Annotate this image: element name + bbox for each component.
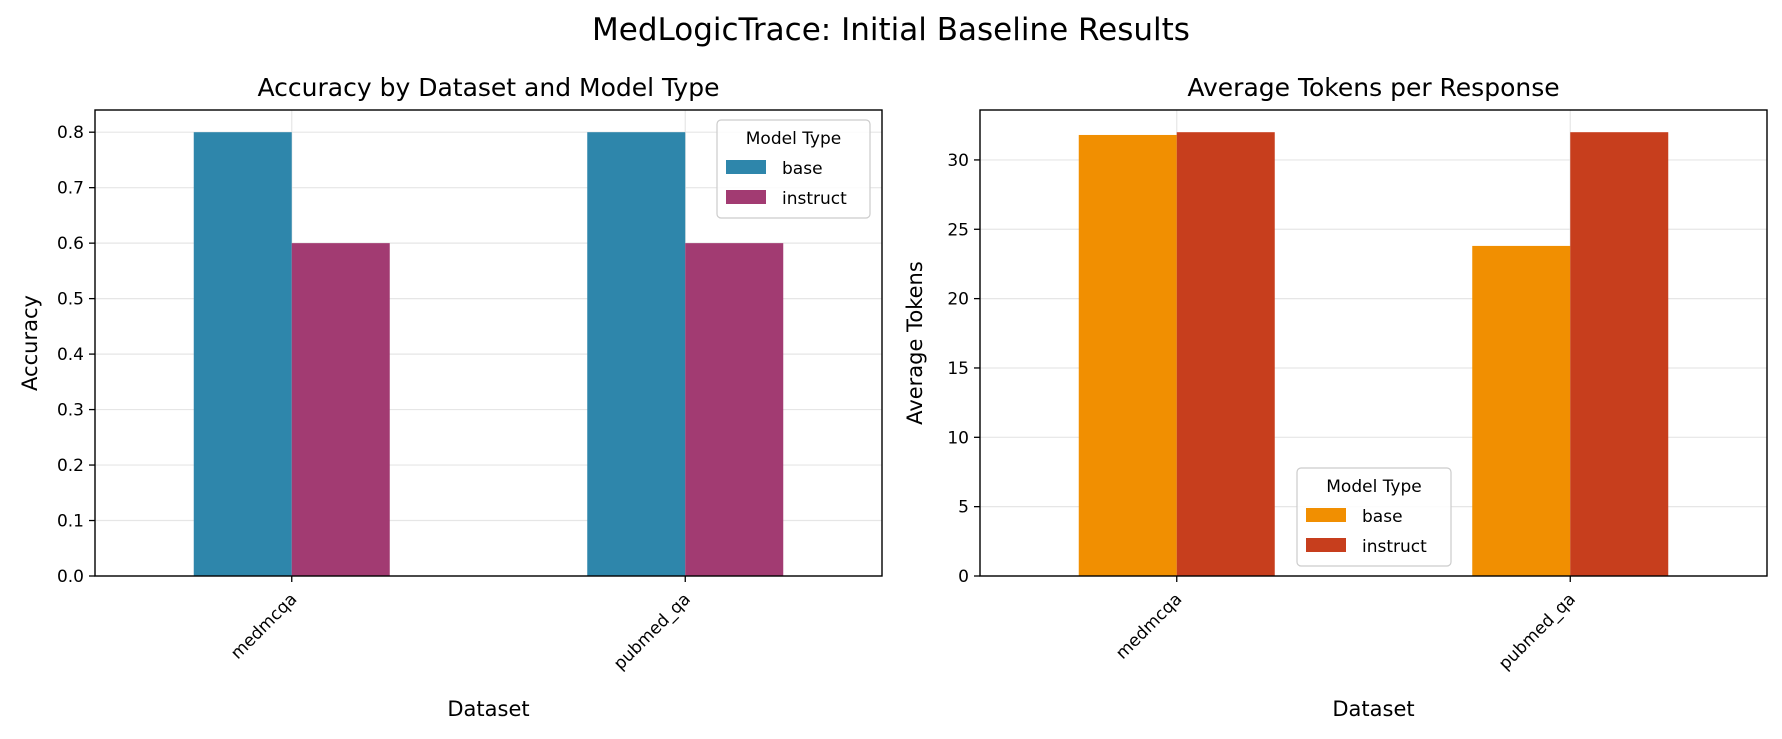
legend-title: Model Type [746, 129, 842, 149]
legend-title: Model Type [1326, 477, 1422, 497]
legend-swatch-base [726, 160, 766, 174]
legend: Model Type base instruct [1296, 467, 1452, 567]
accuracy-chart: Accuracy by Dataset and Model Type 0.0 0.1… [18, 73, 883, 721]
figure-title: MedLogicTrace: Initial Baseline Results [592, 12, 1190, 48]
x-axis-title: Dataset [1332, 697, 1414, 721]
y-tick-label: 0.8 [57, 123, 84, 143]
bar-base-medmcqa [193, 132, 292, 576]
bar-instruct-medmcqa [291, 243, 390, 576]
chart-title: Accuracy by Dataset and Model Type [258, 73, 720, 102]
bar-instruct-pubmed_qa [685, 243, 784, 576]
legend-label-instruct: instruct [782, 189, 847, 209]
legend-swatch-base [1306, 508, 1346, 522]
x-axis-title: Dataset [447, 697, 529, 721]
y-tick-label: 0.5 [57, 290, 84, 310]
x-tick-label: pubmed_qa [1495, 589, 1580, 674]
plot-frame [979, 109, 1768, 577]
y-tick-label: 0.6 [57, 234, 84, 254]
y-tick-label: 0.4 [57, 345, 84, 365]
legend-swatch-instruct [726, 190, 766, 204]
x-tick-label: pubmed_qa [610, 589, 695, 674]
y-tick-label: 0.1 [57, 512, 84, 532]
bar-base-pubmed_qa [1472, 245, 1571, 576]
legend: Model Type base instruct [716, 119, 871, 219]
y-tick-label: 30 [947, 151, 969, 171]
y-axis-title: Average Tokens [903, 261, 927, 425]
chart-title: Average Tokens per Response [1187, 73, 1559, 102]
legend-label-base: base [782, 159, 823, 179]
legend-label-base: base [1362, 507, 1403, 527]
bar-base-pubmed_qa [587, 132, 686, 576]
legend-label-instruct: instruct [1362, 537, 1427, 557]
y-tick-label: 0.2 [57, 456, 84, 476]
y-tick-label: 0.7 [57, 179, 84, 199]
legend-swatch-instruct [1306, 538, 1346, 552]
bar-instruct-pubmed_qa [1570, 132, 1669, 576]
y-tick-label: 5 [958, 498, 969, 518]
y-tick-label: 15 [947, 359, 969, 379]
y-tick-label: 0 [958, 567, 969, 587]
y-axis-title: Accuracy [18, 295, 42, 391]
y-tick-label: 10 [947, 428, 969, 448]
y-tick-label: 20 [947, 290, 969, 310]
plot-frame [94, 109, 883, 577]
bar-base-medmcqa [1078, 134, 1177, 576]
tokens-chart: Average Tokens per Response 0 5 10 15 20 25 30 m… [903, 73, 1768, 721]
y-tick-label: 25 [947, 220, 969, 240]
y-tick-label: 0.0 [57, 567, 84, 587]
y-tick-label: 0.3 [57, 401, 84, 421]
bar-instruct-medmcqa [1176, 132, 1275, 576]
x-tick-label: medmcqa [1112, 589, 1186, 663]
x-tick-label: medmcqa [227, 589, 301, 663]
